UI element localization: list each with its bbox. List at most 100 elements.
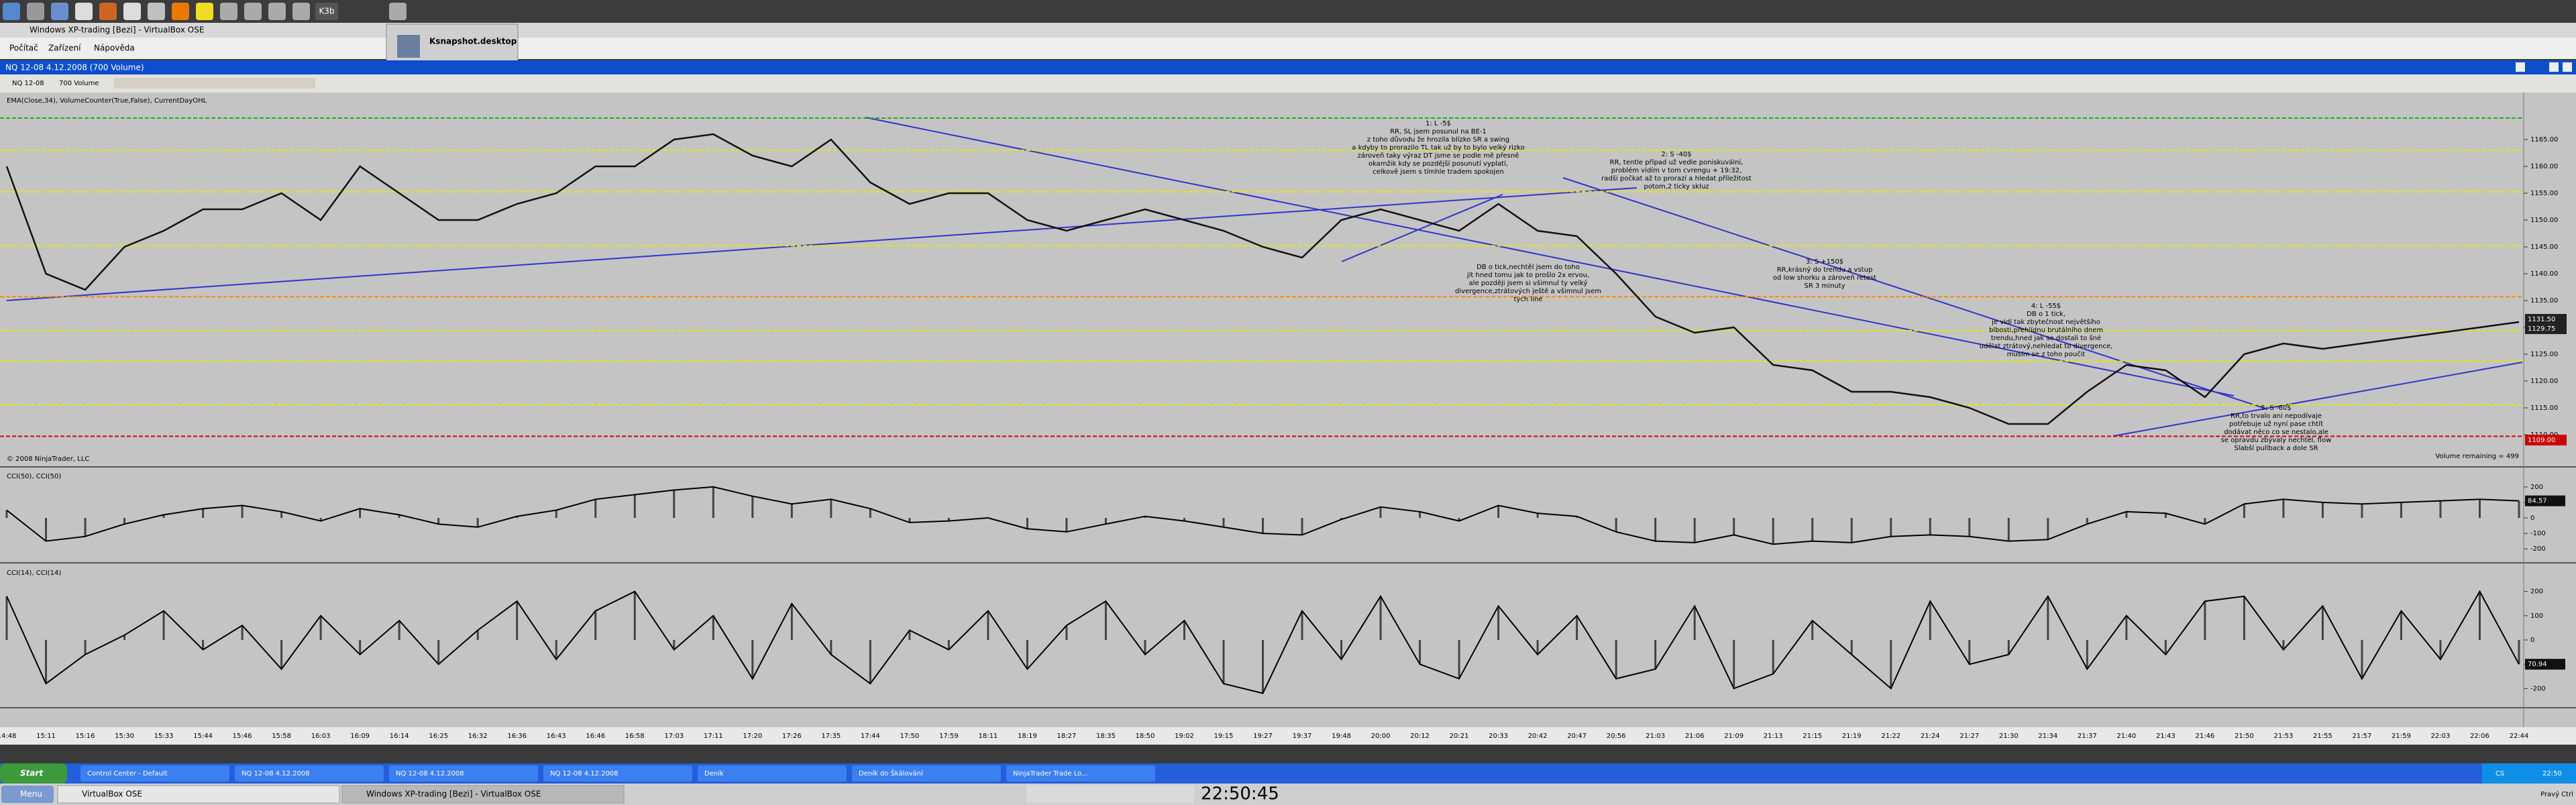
menu-item[interactable]: Zařízení [48, 44, 81, 53]
xp-task-label: NQ 12-08 4.12.2008 [550, 770, 619, 777]
annotation-line: z toho důvodu že hrozila blízko SR a swi… [1367, 136, 1509, 144]
annotation-line: a kdyby to prorazilo TL tak už by to byl… [1352, 144, 1524, 152]
vm-title: Windows XP-trading [Bezi] - VirtualBox O… [30, 25, 204, 35]
app-icon[interactable] [220, 3, 237, 20]
trend-line [2112, 362, 2523, 437]
annotation-line: trendu,hned jak se dostali to šné [1991, 334, 2101, 342]
app-icon[interactable] [315, 3, 338, 20]
annotation: 5: S -60$ RR,to trvalo ani nepodívaje potř… [2221, 405, 2332, 452]
start-button[interactable] [0, 763, 67, 784]
y-tick-label: 1145.00 [2530, 244, 2558, 251]
x-tick-label: 15:44 [193, 733, 213, 740]
annotation-line: tych line [1514, 296, 1543, 303]
x-tick-label: 21:09 [1724, 733, 1743, 740]
x-tick-label: 17:59 [939, 733, 959, 740]
xp-task[interactable] [543, 765, 692, 782]
app-icon[interactable] [99, 3, 117, 20]
app-icon[interactable] [148, 3, 165, 20]
annotation-line: jít hned tomu jak to prošlo 2x ervou, [1466, 271, 1589, 279]
x-tick-label: 21:27 [1960, 733, 1979, 740]
window-button[interactable] [2516, 62, 2525, 72]
series-line [6, 590, 2520, 694]
app-icon[interactable] [268, 3, 286, 20]
xp-task[interactable] [389, 765, 538, 782]
annotation-line: dodávat něco co se nestalo,ale [2224, 428, 2328, 436]
toolbar-period[interactable]: 700 Volume [59, 80, 99, 87]
annotation-line: je vidí tak zbytečnost největšího [1991, 318, 2100, 326]
toolbar-buttons[interactable] [114, 78, 315, 89]
x-tick-label: 21:53 [2273, 733, 2293, 740]
annotation: DB o tick,nechtěl jsem do toho jít hned t… [1455, 263, 1601, 303]
y-tick-label: 1155.00 [2530, 190, 2558, 197]
app-icon[interactable] [172, 3, 189, 20]
y-tick-label: -200 [2530, 545, 2546, 553]
x-tick-label: 20:00 [1371, 733, 1391, 740]
y-tick-label: 0 [2530, 515, 2534, 522]
x-tick-label: 20:42 [1528, 733, 1548, 740]
indicator-label: CCI(50), CCI(50) [7, 473, 61, 480]
app-icon[interactable] [51, 3, 68, 20]
x-tick-label: 19:37 [1293, 733, 1312, 740]
x-tick-label: 22:44 [2510, 733, 2529, 740]
readout-box [2525, 659, 2565, 670]
kde-task[interactable] [57, 785, 340, 804]
app-icon[interactable] [292, 3, 310, 20]
x-tick-label: 17:35 [821, 733, 841, 740]
xp-task[interactable] [852, 765, 1001, 782]
annotation-line: 2: S -40$ [1661, 151, 1691, 158]
toolbar-instrument[interactable]: NQ 12-08 [12, 80, 44, 87]
window-button[interactable] [2563, 62, 2572, 72]
annotation-line: potřebuje už nyní pase chtít [2229, 420, 2323, 428]
menu-item[interactable]: Nápověda [94, 44, 135, 53]
x-tick-label: 16:14 [390, 733, 409, 740]
tooltip-icon [397, 35, 420, 58]
xp-task-label: NQ 12-08 4.12.2008 [396, 770, 464, 777]
annotation-line: 1: L -5$ [1426, 120, 1451, 127]
annotation-line: divergence,ztrátových ještě a všimnul js… [1455, 287, 1601, 295]
x-tick-label: 16:36 [507, 733, 527, 740]
kde-clock: 22:50:45 [1201, 784, 1279, 804]
kde-menu-button[interactable] [1, 786, 54, 803]
menu-item[interactable]: Počítač [9, 44, 38, 53]
annotation-line: SR 3 minuty [1804, 282, 1845, 290]
readout: 70.94 [2528, 661, 2547, 668]
kde-task-label: Windows XP-trading [Bezi] - VirtualBox O… [366, 790, 541, 799]
trend-line [1341, 194, 1503, 262]
x-tick-label: 15:30 [115, 733, 134, 740]
x-tick-label: 17:50 [900, 733, 919, 740]
xp-task[interactable] [235, 765, 384, 782]
app-icon[interactable] [75, 3, 93, 20]
kde-task[interactable] [341, 785, 625, 804]
xp-taskbar [0, 763, 2576, 784]
xp-task[interactable] [80, 765, 229, 782]
annotation-line: udělat ztrátový,nehledat to divergence, [1980, 342, 2113, 350]
x-tick-label: 18:50 [1136, 733, 1155, 740]
y-tick-label: 1140.00 [2530, 270, 2558, 278]
x-tick-label: 21:37 [2078, 733, 2097, 740]
xp-task[interactable] [698, 765, 847, 782]
x-tick-label: 17:03 [664, 733, 684, 740]
app-icon[interactable] [3, 3, 20, 20]
readout-box [2525, 495, 2565, 506]
x-tick-label: 21:19 [1842, 733, 1862, 740]
annotation-line: RR, SL jsem posunul na BE-1 [1390, 128, 1487, 136]
x-tick-label: 21:03 [1646, 733, 1665, 740]
xp-clock: 22:50 [2542, 770, 2562, 777]
xp-task[interactable] [1006, 765, 1155, 782]
annotation-line: RR, tentle případ už vedle poniskuvální, [1610, 158, 1743, 166]
window-button[interactable] [2549, 62, 2559, 72]
x-tick-label: 21:43 [2156, 733, 2176, 740]
annotation-line: se opravdu zbývaly nechtěl, flow [2221, 436, 2332, 444]
app-icon[interactable] [123, 3, 141, 20]
annotation-line: od low shorku a zároveň retest [1773, 274, 1876, 282]
app-icon[interactable] [389, 3, 407, 20]
x-tick-label: 16:03 [311, 733, 331, 740]
price-tag-label: 1131.50 [2528, 316, 2555, 323]
x-tick-label: 19:48 [1332, 733, 1351, 740]
app-icon[interactable] [27, 3, 44, 20]
time-axis [0, 727, 2576, 745]
app-icon[interactable] [196, 3, 213, 20]
y-tick-label: 1160.00 [2530, 163, 2558, 170]
x-tick-label: 16:32 [468, 733, 488, 740]
app-icon[interactable] [244, 3, 262, 20]
